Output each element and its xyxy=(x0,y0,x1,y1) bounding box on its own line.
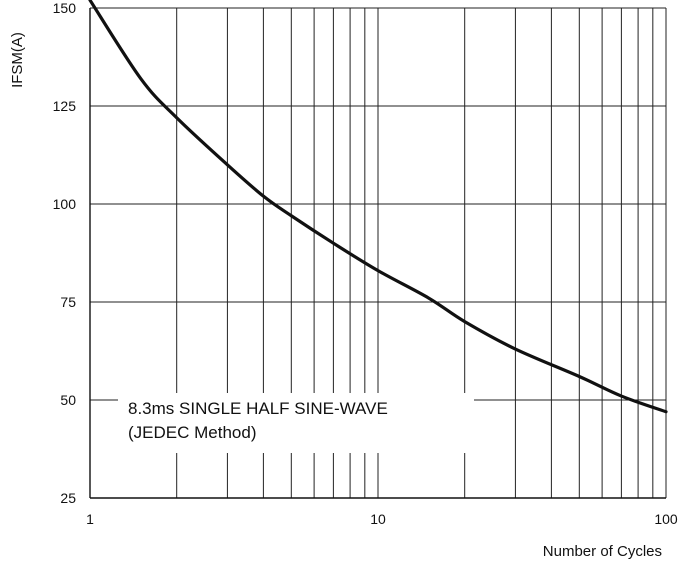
x-axis-ticks: 1 10 100 xyxy=(86,511,678,527)
y-tick-label: 100 xyxy=(53,196,77,212)
y-tick-label: 125 xyxy=(53,98,77,114)
series-layer xyxy=(88,0,668,414)
y-tick-label: 50 xyxy=(60,392,76,408)
x-tick-label: 10 xyxy=(370,511,386,527)
y-tick-label: 150 xyxy=(53,0,77,16)
annotation-box xyxy=(118,393,474,453)
y-tick-label: 75 xyxy=(60,294,76,310)
annotation-line-2: (JEDEC Method) xyxy=(128,423,256,442)
x-axis-title: Number of Cycles xyxy=(543,543,662,560)
series-line-1 xyxy=(88,0,668,414)
annotation-background xyxy=(118,393,474,453)
y-axis-title: IFSM(A) xyxy=(9,32,26,88)
y-tick-label: 25 xyxy=(60,490,76,506)
plot-frame xyxy=(89,8,666,499)
annotation-line-1: 8.3ms SINGLE HALF SINE-WAVE xyxy=(128,399,388,418)
x-tick-label: 1 xyxy=(86,511,94,527)
x-tick-label: 100 xyxy=(654,511,678,527)
grid xyxy=(89,7,667,499)
y-axis-ticks: 25 50 75 100 125 150 xyxy=(53,0,77,506)
